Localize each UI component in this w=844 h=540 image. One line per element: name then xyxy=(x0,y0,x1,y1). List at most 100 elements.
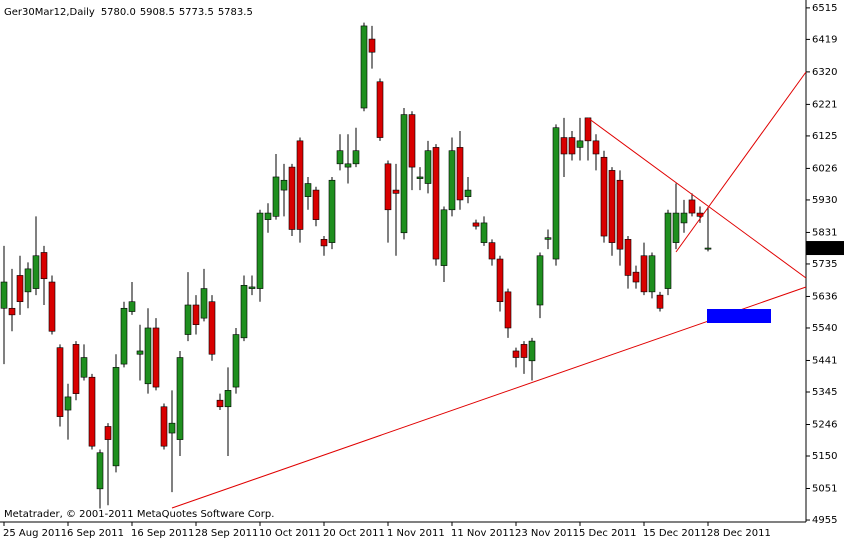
candle-body xyxy=(536,255,544,306)
candle-body xyxy=(336,150,344,165)
candle-body xyxy=(544,237,552,240)
candle-body xyxy=(192,304,200,325)
candle-body xyxy=(72,344,80,394)
candle-body xyxy=(464,189,472,197)
candle-body xyxy=(384,163,392,211)
y-tick-label: 5150 xyxy=(812,451,837,462)
candle-body xyxy=(96,452,104,490)
open-value: 5780.0 xyxy=(101,7,136,18)
y-tick-label: 5831 xyxy=(812,227,837,238)
candle-body xyxy=(40,252,48,280)
candle-body xyxy=(104,426,112,440)
x-tick-label: 1 Nov 2011 xyxy=(387,528,445,539)
candle-body xyxy=(592,140,600,155)
candle-body xyxy=(688,199,696,214)
candle-body xyxy=(568,137,576,155)
candle-body xyxy=(144,327,152,385)
candle-body xyxy=(424,150,432,184)
x-tick-label: 15 Dec 2011 xyxy=(643,528,707,539)
trend-line xyxy=(171,286,807,509)
y-tick-label: 6515 xyxy=(812,3,837,14)
candle-body xyxy=(472,222,480,227)
candle-body xyxy=(520,344,528,358)
candle-body xyxy=(80,357,88,378)
candle-body xyxy=(240,284,248,339)
candle-body xyxy=(248,286,256,289)
candle-body xyxy=(616,179,624,250)
candle-body xyxy=(280,179,288,191)
candle-body xyxy=(448,150,456,211)
candle-body xyxy=(704,247,712,250)
y-tick-label: 6125 xyxy=(812,131,837,142)
candle-body xyxy=(256,212,264,289)
candle-body xyxy=(304,183,312,197)
candle-body xyxy=(368,38,376,53)
current-price: 5783.5 xyxy=(809,243,844,254)
y-tick-label: 5735 xyxy=(812,259,837,270)
zone-rectangle xyxy=(707,309,771,323)
plot xyxy=(0,22,712,509)
candle-body xyxy=(160,406,168,447)
candle-body xyxy=(0,281,8,309)
candle-body xyxy=(672,212,680,243)
candle-body xyxy=(624,239,632,276)
x-tick-label: 6 Sep 2011 xyxy=(67,528,124,539)
candle-body xyxy=(440,209,448,266)
y-tick-label: 6221 xyxy=(812,99,837,110)
candle-body xyxy=(392,189,400,194)
candle-body xyxy=(456,147,464,201)
candle-body xyxy=(432,147,440,260)
candle-body xyxy=(136,350,144,355)
candle-body xyxy=(680,212,688,224)
candle-body xyxy=(528,340,536,362)
close-value: 5783.5 xyxy=(218,7,253,18)
price-tag xyxy=(806,241,844,256)
low-value: 5773.5 xyxy=(179,7,214,18)
candle-body xyxy=(200,288,208,319)
y-tick-label: 6320 xyxy=(812,67,837,78)
candle-body xyxy=(376,81,384,138)
x-tick-label: 28 Dec 2011 xyxy=(707,528,771,539)
y-tick-label: 5051 xyxy=(812,484,837,495)
candle-body xyxy=(352,150,360,165)
candle-body xyxy=(656,294,664,309)
candle-body xyxy=(112,367,120,467)
candle-body xyxy=(48,281,56,332)
candle-body xyxy=(504,291,512,329)
x-tick-label: 28 Sep 2011 xyxy=(195,528,258,539)
x-tick-label: 5 Dec 2011 xyxy=(579,528,637,539)
y-tick-label: 6026 xyxy=(812,163,837,174)
chart-header: Ger30Mar12,Daily 5780.0 5908.5 5773.5 5783.5 xyxy=(4,7,253,18)
copyright: Metatrader, © 2001-2011 MetaQuotes Softw… xyxy=(4,509,274,520)
candle-body xyxy=(176,357,184,440)
y-tick-label: 5930 xyxy=(812,195,837,206)
candle-body xyxy=(648,255,656,293)
x-tick-label: 16 Sep 2011 xyxy=(131,528,194,539)
candle-body xyxy=(576,140,584,148)
candle-body xyxy=(640,255,648,293)
candle-body xyxy=(664,212,672,289)
y-tick-label: 5246 xyxy=(812,419,837,430)
candle-body xyxy=(232,334,240,388)
candle-body xyxy=(560,137,568,155)
candle-body xyxy=(168,422,176,434)
candle-body xyxy=(152,327,160,388)
candle-body xyxy=(224,390,232,408)
candle-body xyxy=(288,166,296,230)
candle-body xyxy=(344,163,352,168)
candle-body xyxy=(88,376,96,447)
candle-body xyxy=(328,179,336,243)
candle-body xyxy=(408,114,416,168)
candle-body xyxy=(600,156,608,237)
trend-line xyxy=(587,117,807,279)
candle-body xyxy=(496,258,504,303)
y-tick-label: 5636 xyxy=(812,291,837,302)
candle-body xyxy=(296,140,304,230)
candle-body xyxy=(120,307,128,365)
candle-body xyxy=(608,170,616,243)
candle-body xyxy=(632,271,640,283)
candle-body xyxy=(272,176,280,217)
y-tick-label: 5540 xyxy=(812,323,837,334)
